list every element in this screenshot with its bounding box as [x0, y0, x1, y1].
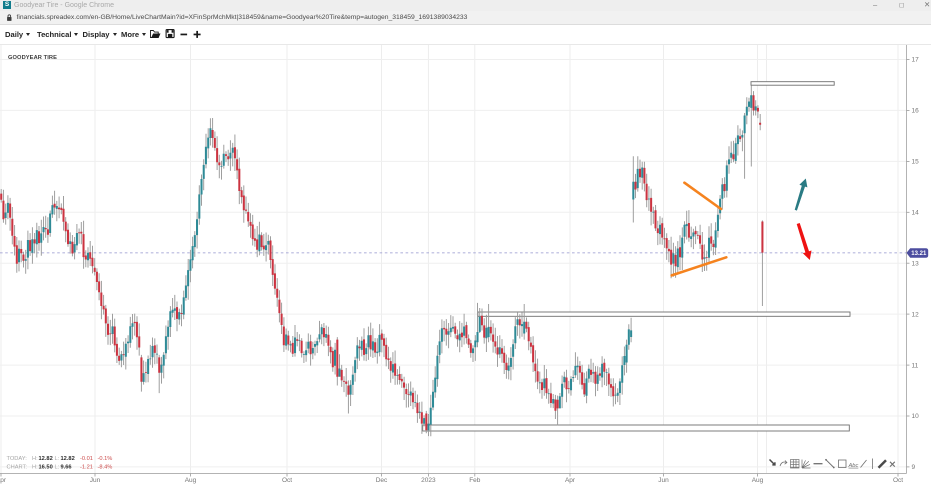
- svg-text:15: 15: [912, 159, 920, 166]
- svg-text:-0.1%: -0.1%: [98, 456, 113, 462]
- svg-text:Apr: Apr: [0, 477, 7, 484]
- svg-text:L:: L:: [55, 456, 60, 462]
- svg-text:16.50: 16.50: [39, 464, 53, 470]
- svg-text:9.66: 9.66: [61, 464, 72, 470]
- svg-text:13.21: 13.21: [911, 251, 927, 257]
- svg-text:12.82: 12.82: [39, 456, 53, 462]
- svg-text:Abc: Abc: [848, 463, 859, 469]
- svg-text:L:: L:: [55, 464, 60, 470]
- svg-text:TODAY:: TODAY:: [7, 456, 28, 462]
- svg-text:Dec: Dec: [376, 477, 388, 484]
- svg-text:Jun: Jun: [90, 477, 101, 484]
- svg-text:Feb: Feb: [469, 477, 481, 484]
- svg-text:16: 16: [912, 108, 920, 115]
- svg-text:11: 11: [912, 362, 919, 369]
- svg-text:2023: 2023: [421, 477, 436, 484]
- svg-text:Oct: Oct: [282, 477, 292, 484]
- svg-text:Aug: Aug: [185, 477, 197, 484]
- svg-text:H:: H:: [32, 456, 38, 462]
- svg-text:12: 12: [912, 311, 920, 318]
- svg-text:17: 17: [912, 57, 920, 64]
- svg-text:Jun: Jun: [658, 477, 669, 484]
- svg-text:Oct: Oct: [893, 477, 903, 484]
- svg-text:H:: H:: [32, 464, 38, 470]
- svg-text:-0.01: -0.01: [80, 456, 93, 462]
- svg-text:13: 13: [912, 260, 920, 267]
- svg-text:10: 10: [912, 413, 920, 420]
- svg-text:-1.21: -1.21: [80, 464, 93, 470]
- svg-text:Aug: Aug: [752, 477, 764, 484]
- svg-text:Apr: Apr: [565, 477, 576, 484]
- svg-text:-8.4%: -8.4%: [98, 464, 113, 470]
- svg-text:9: 9: [912, 464, 916, 471]
- svg-text:12.82: 12.82: [61, 456, 75, 462]
- svg-text:14: 14: [912, 210, 920, 217]
- svg-text:CHART:: CHART:: [7, 464, 28, 470]
- svg-text:GOODYEAR TIRE: GOODYEAR TIRE: [8, 55, 57, 61]
